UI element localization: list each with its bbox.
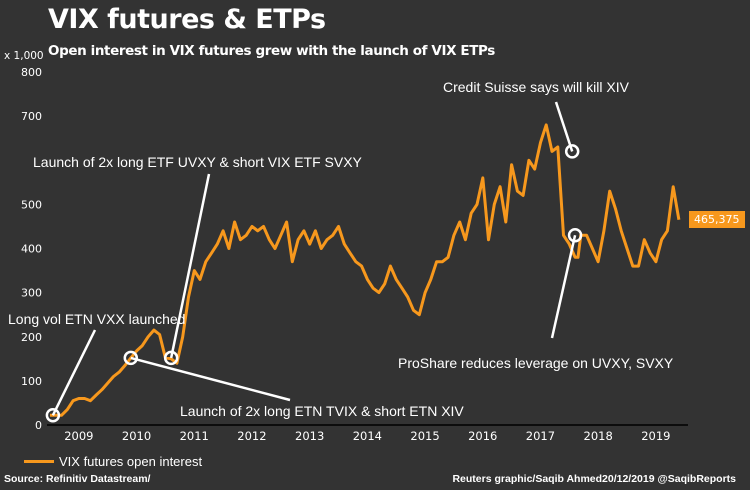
series-line-vix-open-interest bbox=[50, 123, 681, 417]
x-tick-label: 2019 bbox=[641, 429, 670, 443]
y-tick-label: 100 bbox=[21, 375, 42, 388]
annotation-leader-line bbox=[554, 101, 574, 152]
annotation-label: Launch of 2x long ETN TVIX & short ETN X… bbox=[180, 403, 464, 419]
x-tick-label: 2017 bbox=[526, 429, 555, 443]
annotation-marker bbox=[163, 350, 179, 366]
y-tick-label: 300 bbox=[21, 287, 42, 300]
x-tick-label: 2011 bbox=[180, 429, 209, 443]
x-tick-label: 2016 bbox=[468, 429, 497, 443]
annotation-leader-line bbox=[130, 356, 291, 402]
x-tick-label: 2013 bbox=[295, 429, 324, 443]
chart-subtitle: Open interest in VIX futures grew with t… bbox=[48, 43, 495, 59]
last-value-label: 465,375 bbox=[689, 211, 745, 228]
annotation-leader-line bbox=[169, 173, 211, 359]
annotation-label: Launch of 2x long ETF UVXY & short VIX E… bbox=[33, 154, 363, 170]
legend: VIX futures open interest bbox=[24, 454, 202, 469]
annotation-label: Long vol ETN VXX launched bbox=[8, 311, 185, 327]
x-tick-label: 2012 bbox=[237, 429, 266, 443]
y-tick-label: 700 bbox=[21, 110, 42, 123]
x-tick-label: 2009 bbox=[64, 429, 93, 443]
annotation-label: Credit Suisse says will kill XIV bbox=[443, 79, 630, 95]
x-tick-label: 2014 bbox=[353, 429, 382, 443]
annotation-marker bbox=[567, 228, 583, 243]
chart-title: VIX futures & ETPs bbox=[48, 4, 326, 35]
y-tick-label: 200 bbox=[21, 331, 42, 344]
x-tick-label: 2010 bbox=[122, 429, 151, 443]
annotation-label: ProShare reduces leverage on UVXY, SVXY bbox=[398, 355, 674, 371]
annotation-leader-line bbox=[550, 234, 577, 339]
y-tick-label: 800 bbox=[21, 66, 42, 79]
y-tick-label: 500 bbox=[21, 198, 42, 211]
annotation-marker bbox=[123, 350, 139, 366]
y-tick-label: 400 bbox=[21, 243, 42, 256]
legend-label: VIX futures open interest bbox=[59, 454, 203, 469]
annotation-marker bbox=[45, 408, 61, 423]
y-tick-label: 0 bbox=[35, 419, 42, 432]
source-note: Source: Refinitiv Datastream/ bbox=[4, 473, 151, 485]
annotation-marker bbox=[564, 144, 580, 159]
credit-note: Reuters graphic/Saqib Ahmed20/12/2019 @S… bbox=[452, 473, 736, 485]
x-tick-label: 2015 bbox=[410, 429, 439, 443]
x-tick-label: 2018 bbox=[584, 429, 613, 443]
legend-line-swatch bbox=[24, 460, 54, 463]
annotation-leader-line bbox=[51, 329, 97, 416]
y-axis-unit: x 1,000 bbox=[4, 50, 44, 62]
